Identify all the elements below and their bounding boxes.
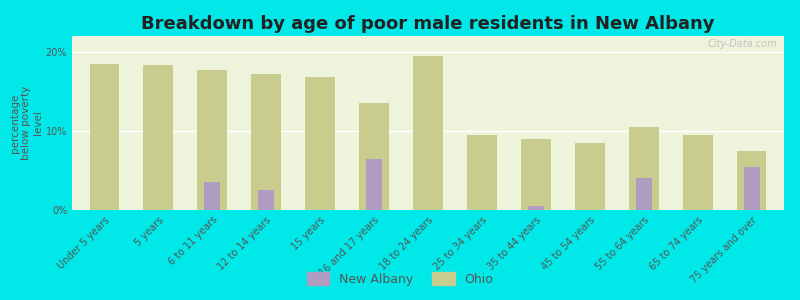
- Bar: [258, 190, 274, 210]
- Legend: New Albany, Ohio: New Albany, Ohio: [302, 267, 498, 291]
- Bar: [521, 139, 550, 210]
- Bar: [575, 143, 605, 210]
- Bar: [636, 178, 652, 210]
- Text: City-Data.com: City-Data.com: [707, 40, 777, 50]
- Bar: [198, 70, 227, 210]
- Bar: [413, 56, 443, 210]
- Bar: [306, 77, 335, 210]
- Bar: [528, 206, 544, 210]
- Bar: [737, 151, 766, 210]
- Bar: [683, 135, 713, 210]
- Bar: [143, 65, 173, 210]
- Bar: [90, 64, 119, 210]
- Bar: [467, 135, 497, 210]
- Bar: [204, 182, 220, 210]
- Bar: [366, 159, 382, 210]
- Bar: [629, 127, 658, 210]
- Bar: [251, 74, 281, 210]
- Title: Breakdown by age of poor male residents in New Albany: Breakdown by age of poor male residents …: [142, 15, 714, 33]
- Y-axis label: percentage
below poverty
level: percentage below poverty level: [10, 86, 43, 160]
- Bar: [359, 103, 389, 210]
- Bar: [743, 167, 760, 210]
